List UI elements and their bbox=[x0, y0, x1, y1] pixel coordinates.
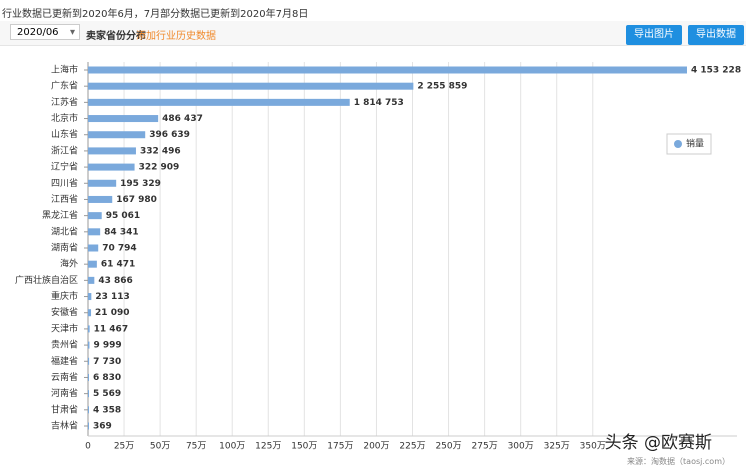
value-label: 43 866 bbox=[98, 276, 132, 286]
value-label: 332 496 bbox=[140, 146, 181, 156]
value-label: 84 341 bbox=[104, 227, 138, 237]
y-tick-label: 贵州省 bbox=[51, 339, 78, 351]
legend-box bbox=[666, 133, 712, 155]
x-tick-label: 300万 bbox=[508, 442, 534, 452]
y-tick-label: 四川省 bbox=[51, 177, 78, 189]
legend-swatch bbox=[674, 140, 682, 148]
x-tick-label: 250万 bbox=[435, 442, 461, 452]
bar bbox=[88, 276, 95, 284]
y-tick-label: 云南省 bbox=[51, 371, 78, 383]
value-label: 1 814 753 bbox=[354, 98, 404, 108]
bar bbox=[88, 131, 146, 139]
x-tick-label: 50万 bbox=[150, 442, 170, 452]
bar bbox=[88, 212, 102, 220]
x-tick-label: 275万 bbox=[472, 442, 498, 452]
bar bbox=[88, 293, 92, 301]
notice: 行业数据已更新到2020年6月，7月部分数据已更新到2020年7月8日 bbox=[2, 9, 309, 20]
x-tick-label: 125万 bbox=[255, 442, 281, 452]
value-label: 9 999 bbox=[93, 341, 121, 351]
x-tick-label: 75万 bbox=[186, 442, 206, 452]
bar bbox=[88, 147, 136, 155]
y-tick-label: 北京市 bbox=[51, 112, 78, 124]
value-label: 167 980 bbox=[116, 195, 157, 205]
x-tick-label: 200万 bbox=[363, 442, 389, 452]
x-tick-label: 0 bbox=[85, 442, 91, 452]
value-label: 396 639 bbox=[149, 130, 190, 140]
y-tick-label: 安徽省 bbox=[51, 306, 78, 318]
export-data-button[interactable]: 导出数据 bbox=[688, 25, 744, 45]
y-tick-label: 浙江省 bbox=[51, 144, 78, 156]
y-tick-label: 重庆市 bbox=[51, 290, 78, 302]
value-label: 195 329 bbox=[120, 179, 161, 189]
bar bbox=[88, 309, 92, 317]
y-tick-label: 福建省 bbox=[51, 355, 78, 367]
bar bbox=[88, 228, 101, 236]
bar bbox=[88, 357, 90, 365]
value-label: 6 830 bbox=[93, 373, 121, 383]
bar bbox=[88, 163, 135, 171]
y-tick-label: 辽宁省 bbox=[51, 161, 78, 173]
value-label: 7 730 bbox=[93, 357, 121, 367]
y-tick-label: 江苏省 bbox=[51, 96, 78, 108]
bar bbox=[88, 325, 90, 333]
value-label: 486 437 bbox=[162, 114, 203, 124]
bar bbox=[88, 244, 99, 252]
value-label: 95 061 bbox=[106, 211, 140, 221]
y-tick-label: 甘肃省 bbox=[51, 403, 78, 415]
y-tick-label: 湖北省 bbox=[51, 225, 78, 237]
source: 来源：淘数据（taosj.com） bbox=[627, 457, 730, 466]
value-label: 4 358 bbox=[93, 405, 121, 415]
value-label: 70 794 bbox=[102, 244, 136, 254]
bar bbox=[88, 82, 414, 90]
bar bbox=[88, 373, 89, 381]
value-label: 5 569 bbox=[93, 389, 121, 399]
value-label: 2 255 859 bbox=[417, 82, 467, 92]
y-tick-label: 湖南省 bbox=[51, 242, 78, 254]
legend: 销量 bbox=[666, 133, 712, 155]
y-tick-label: 广东省 bbox=[51, 80, 78, 92]
value-label: 322 909 bbox=[139, 163, 180, 173]
toolbar: 2020/06 卖家省份分布 添加行业历史数据 导出图片 导出数据 bbox=[0, 21, 746, 46]
bar bbox=[88, 195, 113, 203]
x-tick-label: 175万 bbox=[327, 442, 353, 452]
bar bbox=[88, 406, 89, 414]
bar bbox=[88, 390, 89, 398]
bar bbox=[88, 422, 89, 430]
y-tick-label: 上海市 bbox=[51, 64, 78, 76]
value-label: 4 153 228 bbox=[691, 66, 741, 76]
value-label: 21 090 bbox=[95, 308, 129, 318]
value-label: 23 113 bbox=[95, 292, 129, 302]
y-tick-label: 吉林省 bbox=[51, 420, 78, 432]
bar bbox=[88, 260, 97, 268]
value-label: 61 471 bbox=[101, 260, 135, 270]
bar bbox=[88, 341, 90, 349]
y-tick-label: 山东省 bbox=[51, 128, 78, 140]
x-tick-label: 100万 bbox=[219, 442, 245, 452]
x-tick-label: 325万 bbox=[544, 442, 570, 452]
watermark: 头条 @欧赛斯 bbox=[604, 433, 712, 453]
x-tick-label: 25万 bbox=[114, 442, 134, 452]
bar bbox=[88, 66, 687, 74]
bar bbox=[88, 98, 350, 106]
add-history-link[interactable]: 添加行业历史数据 bbox=[136, 31, 216, 42]
y-tick-label: 天津市 bbox=[51, 322, 78, 334]
y-tick-label: 河南省 bbox=[51, 387, 78, 399]
y-tick-label: 海外 bbox=[60, 258, 78, 270]
bar bbox=[88, 115, 159, 123]
bar bbox=[88, 179, 117, 187]
x-tick-label: 150万 bbox=[291, 442, 317, 452]
y-tick-label: 黑龙江省 bbox=[42, 209, 78, 221]
x-tick-label: 225万 bbox=[399, 442, 425, 452]
section-title: 卖家省份分布 bbox=[86, 31, 146, 42]
period-select[interactable]: 2020/06 bbox=[10, 24, 80, 41]
y-tick-label: 广西壮族自治区 bbox=[15, 274, 78, 286]
export-image-button[interactable]: 导出图片 bbox=[626, 25, 682, 45]
x-tick-label: 350万 bbox=[580, 442, 606, 452]
legend-label: 销量 bbox=[686, 138, 704, 150]
y-tick-label: 江西省 bbox=[51, 193, 78, 205]
value-label: 369 bbox=[93, 422, 112, 432]
value-label: 11 467 bbox=[94, 324, 128, 334]
